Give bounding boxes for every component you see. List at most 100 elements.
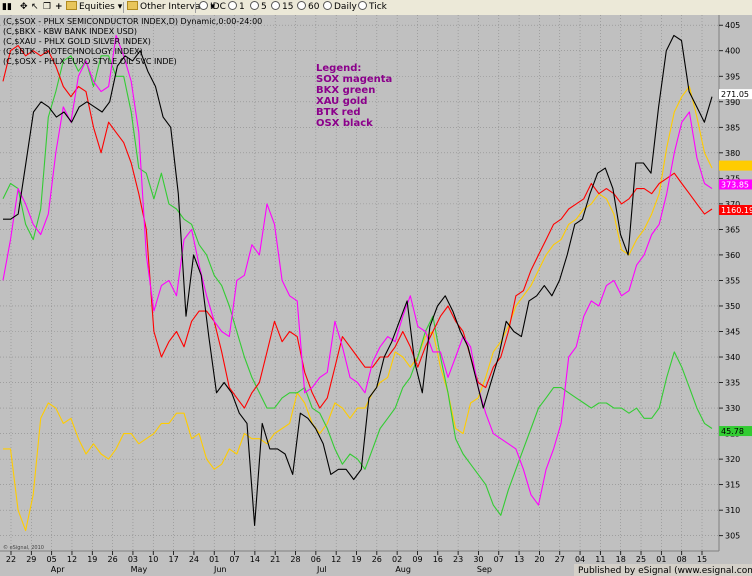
legend-item-bkx: BKX green — [316, 85, 375, 96]
x-tick-label: 02 — [392, 555, 402, 564]
last-value-label: 373.85 — [721, 180, 749, 189]
interval-5-button[interactable]: 5 — [250, 1, 267, 13]
x-tick-label: 22 — [6, 555, 16, 564]
y-tick-label: 375 — [725, 174, 740, 183]
y-tick-label: 340 — [725, 353, 740, 362]
x-tick-label: 07 — [494, 555, 504, 564]
symbol-btk: (C,$BTK - BIOTECHNOLOGY INDEX) — [3, 47, 143, 56]
x-tick-label: 07 — [229, 555, 239, 564]
x-tick-label: 04 — [575, 555, 585, 564]
grid — [0, 15, 719, 551]
x-tick-label: 10 — [148, 555, 158, 564]
radio-icon — [297, 1, 306, 10]
add-icon[interactable]: + — [55, 2, 63, 12]
radio-icon — [323, 1, 332, 10]
x-tick-label: 30 — [473, 555, 483, 564]
legend-item-btk: BTK red — [316, 107, 361, 118]
interval-5-label: 5 — [261, 2, 267, 12]
series-line-btk — [2, 45, 713, 409]
y-tick-label: 395 — [725, 72, 740, 81]
idc-label: IDC — [210, 2, 226, 12]
symbol-list: (C,$SOX - PHLX SEMICONDUCTOR INDEX,D) Dy… — [3, 17, 262, 66]
last-value-markers: 271.05 373.85 1160.19 45.78 — [719, 89, 752, 437]
x-tick-label: 28 — [290, 555, 300, 564]
y-tick-label: 310 — [725, 506, 740, 515]
series-line-bkx — [2, 55, 713, 516]
folder-icon — [66, 1, 77, 10]
x-tick-label: 26 — [372, 555, 382, 564]
y-tick-label: 315 — [725, 481, 740, 490]
price-axis-background — [719, 15, 752, 551]
x-tick-label: 08 — [677, 555, 687, 564]
x-tick-label: 21 — [270, 555, 280, 564]
y-tick-label: 335 — [725, 379, 740, 388]
radio-icon — [271, 1, 280, 10]
interval-60-button[interactable]: 60 — [297, 1, 319, 13]
y-tick-label: 350 — [725, 302, 740, 311]
legend-item-sox: SOX magenta — [316, 74, 392, 85]
other-intervals-menu[interactable]: Other Intervals ▾ — [127, 1, 215, 13]
x-tick-label: 12 — [67, 555, 77, 564]
y-tick-label: 385 — [725, 123, 740, 132]
x-tick-label: 03 — [128, 555, 138, 564]
y-tick-label: 380 — [725, 149, 740, 158]
y-tick-label: 355 — [725, 276, 740, 285]
price-chart[interactable]: 3053103153203253303353403453503553603653… — [0, 15, 752, 576]
x-tick-label: 18 — [616, 555, 626, 564]
chart-icon[interactable]: ▮▮ — [2, 2, 12, 12]
symbol-sox: (C,$SOX - PHLX SEMICONDUCTOR INDEX,D) Dy… — [3, 17, 262, 26]
x-tick-label: 23 — [453, 555, 463, 564]
interval-60-label: 60 — [308, 2, 320, 12]
daily-button[interactable]: Daily — [323, 1, 357, 13]
x-tick-label: 19 — [351, 555, 361, 564]
crosshair-icon[interactable]: ✥ — [20, 2, 28, 12]
equities-menu[interactable]: Equities ▾ — [66, 1, 122, 13]
x-tick-label: 09 — [412, 555, 422, 564]
folder-icon — [127, 1, 138, 10]
radio-icon — [199, 1, 208, 10]
idc-button[interactable]: IDC — [199, 1, 226, 13]
y-tick-label: 360 — [725, 251, 740, 260]
last-value-label: 45.78 — [721, 427, 744, 436]
chart-area[interactable]: 3053103153203253303353403453503553603653… — [0, 15, 752, 576]
x-tick-label: 20 — [534, 555, 544, 564]
y-tick-label: 305 — [725, 532, 740, 541]
symbol-osx: (C,$OSX - PHLX EURO STYLE OIL SVC INDE) — [3, 57, 177, 66]
tick-button[interactable]: Tick — [358, 1, 387, 13]
interval-15-label: 15 — [282, 2, 294, 12]
month-label: May — [131, 565, 148, 574]
legend: Legend: SOX magenta BKX green XAU gold B… — [316, 63, 392, 129]
x-tick-label: 05 — [47, 555, 57, 564]
x-tick-label: 15 — [697, 555, 707, 564]
copy-icon[interactable]: ❐ — [43, 2, 52, 12]
x-tick-label: 24 — [189, 555, 199, 564]
x-tick-label: 27 — [555, 555, 565, 564]
interval-1-button[interactable]: 1 — [228, 1, 245, 13]
interval-15-button[interactable]: 15 — [271, 1, 293, 13]
y-tick-label: 345 — [725, 327, 740, 336]
series-line-sox — [2, 34, 713, 506]
y-tick-label: 370 — [725, 200, 740, 209]
month-label: Jul — [316, 565, 327, 574]
x-tick-label: 06 — [311, 555, 321, 564]
copyright-text: © eSignal, 2010 — [3, 544, 44, 551]
tick-label: Tick — [369, 2, 387, 12]
cursor-icon[interactable]: ↖ — [31, 2, 39, 12]
legend-item-xau: XAU gold — [316, 96, 367, 107]
y-tick-label: 405 — [725, 21, 740, 30]
symbol-xau: (C,$XAU - PHLX GOLD SILVER INDEX) — [3, 37, 151, 46]
month-label: Apr — [51, 565, 66, 574]
legend-title: Legend: — [316, 63, 361, 74]
x-tick-label: 12 — [331, 555, 341, 564]
series-lines — [2, 34, 713, 532]
x-tick-label: 17 — [168, 555, 178, 564]
chart-background — [0, 15, 752, 576]
x-tick-label: 01 — [656, 555, 666, 564]
daily-label: Daily — [334, 2, 357, 12]
interval-1-label: 1 — [239, 2, 245, 12]
x-tick-label: 14 — [250, 555, 260, 564]
month-label: Sep — [477, 565, 492, 574]
legend-item-osx: OSX black — [316, 118, 373, 129]
toolbar: ▮▮ ✥ ↖ ❐ + Equities ▾ Other Intervals ▾ … — [0, 0, 752, 16]
radio-icon — [358, 1, 367, 10]
